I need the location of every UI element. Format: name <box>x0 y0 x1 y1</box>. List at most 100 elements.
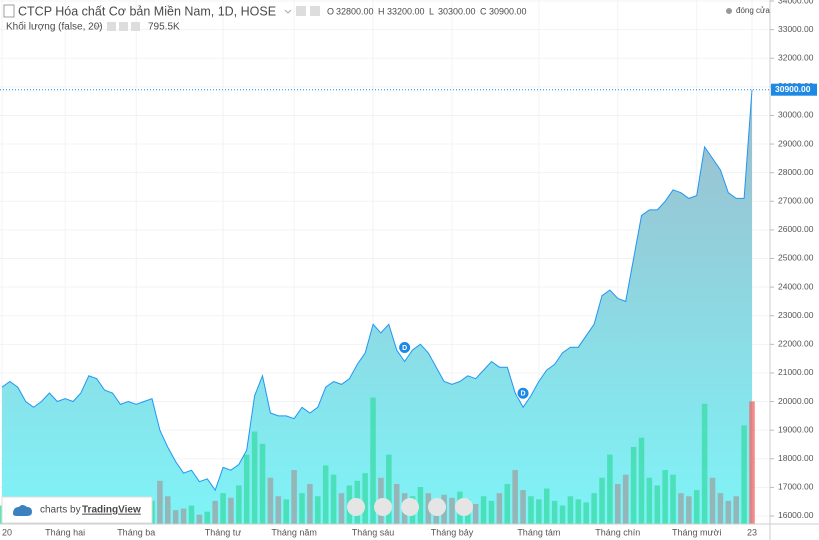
volume-bar <box>251 431 258 524</box>
volume-bar <box>259 443 266 524</box>
indicator-hide[interactable] <box>119 22 128 31</box>
zoom-out[interactable] <box>374 498 392 516</box>
volume-bar <box>386 454 392 524</box>
hide-icon[interactable] <box>310 6 320 16</box>
volume-bar <box>646 477 653 524</box>
branding: charts by TradingView <box>1 496 153 524</box>
event-marker <box>398 340 412 354</box>
y-tick-label: 23000.00 <box>778 310 814 320</box>
y-tick-label: 26000.00 <box>778 224 814 234</box>
ohlc-value: 33200.00 <box>387 6 425 16</box>
volume-bar <box>543 488 550 524</box>
volume-bar <box>654 485 661 524</box>
branding-link[interactable]: TradingView <box>82 505 141 516</box>
volume-bar <box>393 483 400 524</box>
volume-bar <box>670 474 676 524</box>
volume-bar <box>188 505 195 524</box>
volume-bar <box>591 493 597 524</box>
ohlc: O 32800.00 H 33200.00 L 30300.00 C 30900.00 <box>327 6 527 16</box>
y-tick-label: 20000.00 <box>778 396 814 406</box>
y-tick-label: 27000.00 <box>778 196 814 206</box>
volume-bar <box>299 493 305 524</box>
collapse-icon[interactable] <box>3 4 15 18</box>
volume-bar <box>315 496 321 524</box>
y-tick-label: 21000.00 <box>778 367 814 377</box>
scroll-left[interactable] <box>347 498 365 516</box>
volume-bar <box>165 496 171 524</box>
volume-bar <box>243 454 250 524</box>
x-tick-label: Tháng hai <box>45 527 85 537</box>
volume-bar <box>228 497 234 524</box>
title-menu[interactable] <box>284 9 292 14</box>
volume-bar <box>330 474 337 524</box>
y-tick-label: 32000.00 <box>778 52 814 62</box>
volume-bar <box>480 496 487 524</box>
price-label-bg <box>771 83 817 96</box>
scroll-right[interactable] <box>455 498 473 516</box>
y-tick-label: 22000.00 <box>778 339 814 349</box>
y-tick-label: 18000.00 <box>778 453 814 463</box>
zoom-controls <box>347 498 473 516</box>
volume-bar <box>678 493 684 524</box>
y-tick-label: 16000.00 <box>778 510 814 520</box>
x-tick-label: Tháng chín <box>595 527 640 537</box>
event-marker <box>516 386 530 400</box>
volume-bar <box>709 477 716 524</box>
volume-bar <box>717 493 724 524</box>
volume-bar <box>615 483 621 524</box>
y-tick-label: 19000.00 <box>778 424 814 434</box>
volume-bar <box>196 514 203 524</box>
volume-bar <box>417 487 424 524</box>
indicator-close[interactable] <box>131 22 140 31</box>
volume-bar <box>725 500 732 524</box>
volume-bar <box>583 502 589 524</box>
indicator-settings[interactable] <box>107 22 116 31</box>
ohlc-value: 30300.00 <box>438 6 476 16</box>
volume-bar <box>638 437 645 524</box>
volume-bar <box>536 499 542 524</box>
volume-bar <box>157 480 163 524</box>
volume-bar <box>275 496 282 524</box>
x-tick-label: Tháng ba <box>117 527 155 537</box>
volume-bar <box>693 490 700 524</box>
legend-text: đóng cửa <box>736 6 770 15</box>
x-tick-label: Tháng tư <box>205 527 242 537</box>
volume-bar <box>236 485 242 524</box>
settings-icon[interactable] <box>296 6 306 16</box>
price-line <box>1 89 753 492</box>
ohlc-name: L <box>429 6 434 16</box>
volume-bar <box>520 490 526 524</box>
x-tick-label: Tháng sáu <box>352 527 395 537</box>
volume-bar <box>733 496 739 524</box>
y-tick-label: 33000.00 <box>778 24 814 34</box>
plot: DD <box>0 89 755 524</box>
y-tick-label: 34000.00 <box>778 0 814 5</box>
legend-dot <box>726 8 732 14</box>
volume-bar <box>338 493 345 524</box>
zoom-in[interactable] <box>428 498 446 516</box>
y-tick-label: 25000.00 <box>778 253 814 263</box>
price-label: 30900.00 <box>775 84 811 94</box>
area-fill <box>2 89 752 524</box>
volume-bar <box>362 473 368 524</box>
volume-bar <box>599 477 605 524</box>
reset[interactable] <box>401 498 419 516</box>
ohlc-name: O <box>327 6 334 16</box>
volume-bar <box>504 483 511 524</box>
grid <box>0 0 770 524</box>
volume-bar <box>180 508 187 524</box>
x-tick-label: 23 <box>747 527 757 537</box>
header: CTCP Hóa chất Cơ bản Miền Nam, 1D, HOSE … <box>3 4 770 33</box>
volume-bar <box>528 496 534 524</box>
volume-bar <box>686 496 692 524</box>
ohlc-name: H <box>378 6 385 16</box>
volume-bar <box>741 425 747 524</box>
x-tick-label: Tháng năm <box>271 527 317 537</box>
x-tick-label: Tháng bảy <box>431 527 474 537</box>
volume-bar <box>701 403 708 524</box>
branding-logo <box>13 505 32 516</box>
indicator-name: Khối lượng (false, 20) <box>6 21 103 33</box>
indicator-menu[interactable] <box>94 24 102 29</box>
